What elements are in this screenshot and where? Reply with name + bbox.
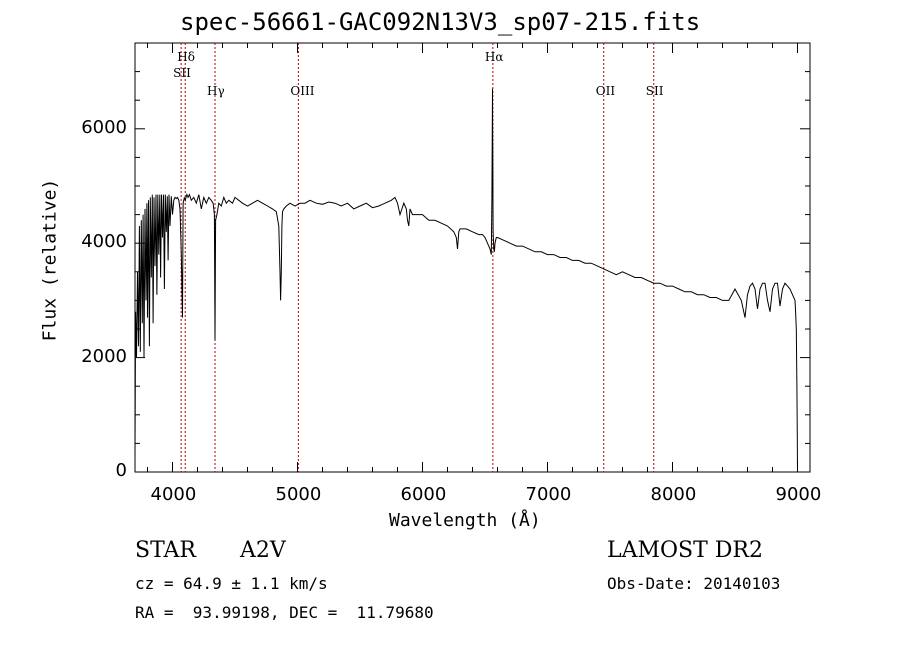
line-marker-label: OIII bbox=[290, 84, 315, 98]
line-marker-label: OII bbox=[595, 84, 616, 98]
x-tick-label: 7000 bbox=[525, 484, 572, 505]
y-tick-label: 4000 bbox=[81, 231, 127, 253]
survey-label: LAMOST DR2 bbox=[607, 538, 763, 563]
x-axis-label: Wavelength (Å) bbox=[389, 510, 541, 531]
x-tick-label: 8000 bbox=[650, 484, 697, 505]
object-class: STAR bbox=[135, 538, 196, 563]
line-marker-label: Hα bbox=[484, 50, 504, 64]
x-tick-label: 6000 bbox=[400, 484, 447, 505]
axis-ticks bbox=[135, 43, 810, 473]
y-tick-label: 6000 bbox=[81, 116, 127, 138]
spectrum-line bbox=[134, 88, 798, 473]
plot-frame bbox=[134, 42, 811, 473]
x-tick-label: 5000 bbox=[275, 484, 322, 505]
line-marker-label: Hδ bbox=[177, 50, 195, 64]
y-tick-label: 2000 bbox=[81, 345, 127, 367]
y-axis-label: Flux (relative) bbox=[39, 178, 61, 342]
object-subclass: A2V bbox=[240, 538, 286, 563]
line-marker-label: SII bbox=[173, 66, 191, 80]
emission-line-markers bbox=[180, 43, 655, 472]
x-tick-label: 9000 bbox=[775, 484, 822, 505]
line-marker-label: Hγ bbox=[207, 84, 225, 98]
y-tick-label: 0 bbox=[115, 460, 127, 481]
chart-title: spec-56661-GAC092N13V3_sp07-215.fits bbox=[180, 8, 701, 36]
coordinates-text: RA = 93.99198, DEC = 11.79680 bbox=[135, 603, 434, 622]
obs-date-text: Obs-Date: 20140103 bbox=[607, 574, 781, 593]
line-marker-label: SII bbox=[645, 84, 664, 98]
x-tick-label: 4000 bbox=[150, 484, 197, 505]
redshift-text: cz = 64.9 ± 1.1 km/s bbox=[135, 574, 328, 593]
